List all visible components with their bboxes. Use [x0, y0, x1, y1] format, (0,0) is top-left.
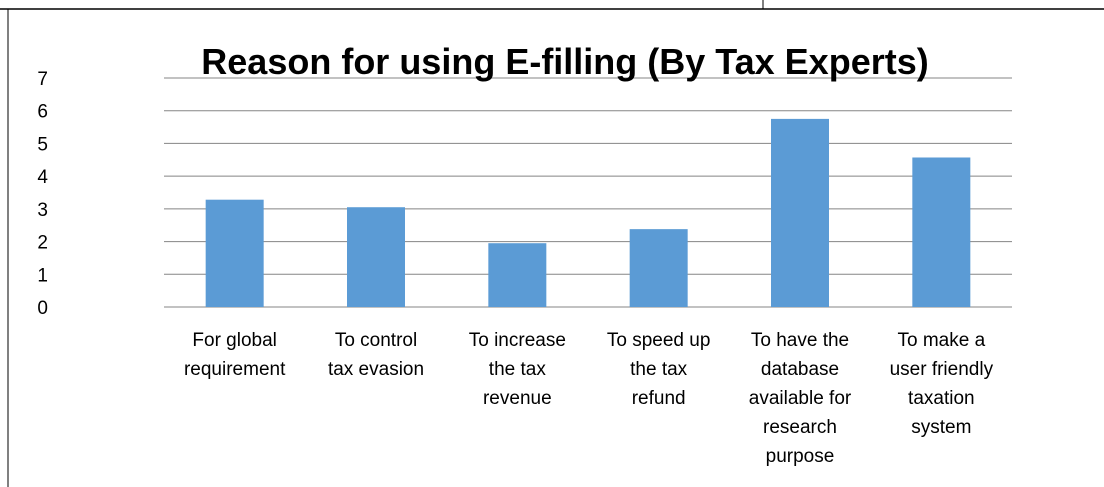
- y-axis-ticks: 0 1 2 3 4 5 6 7: [37, 69, 48, 319]
- bar: [347, 207, 405, 307]
- y-tick-label: 1: [37, 265, 48, 286]
- y-tick-label: 4: [37, 167, 48, 188]
- y-tick-label: 5: [37, 134, 48, 155]
- bar: [771, 118, 829, 308]
- x-axis-labels: For global requirement To control tax evasi…: [184, 330, 994, 467]
- y-tick-label: 3: [37, 200, 48, 221]
- bars: [205, 118, 971, 308]
- bar: [488, 243, 547, 307]
- y-tick-label: 0: [37, 298, 48, 319]
- x-tick-label: To make a user friendly taxation system: [890, 330, 994, 438]
- bar: [205, 199, 264, 307]
- x-tick-label: To increase the tax revenue: [469, 330, 566, 409]
- x-tick-label: To control tax evasion: [328, 330, 424, 380]
- x-tick-label: To have the database available for research…: [749, 330, 852, 467]
- x-tick-label: To speed up the tax refund: [607, 330, 711, 409]
- y-tick-label: 7: [37, 69, 48, 90]
- x-tick-label: For global requirement: [184, 330, 286, 380]
- y-tick-label: 2: [37, 233, 48, 254]
- chart-title: Reason for using E-filling (By Tax Exper…: [201, 41, 928, 82]
- y-tick-label: 6: [37, 102, 48, 123]
- bar: [912, 157, 971, 307]
- bar: [629, 229, 688, 307]
- gridlines: [164, 77, 1012, 308]
